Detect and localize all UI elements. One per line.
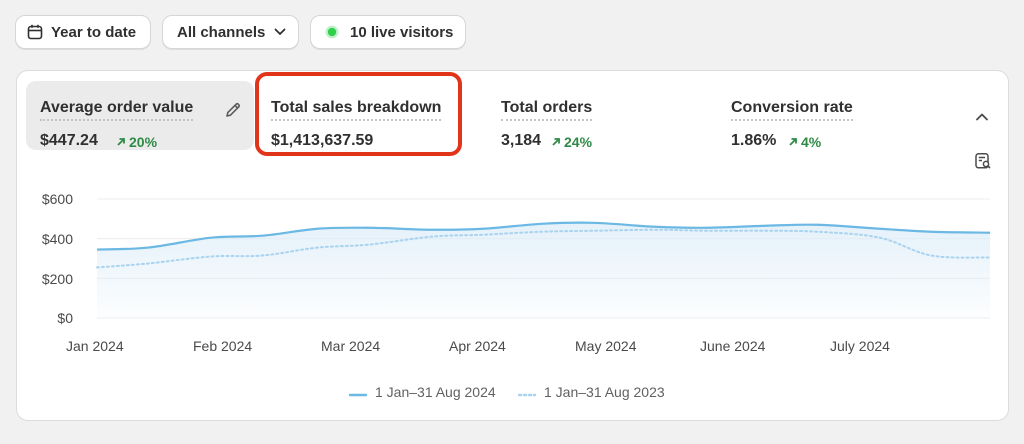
legend-label: 1 Jan–31 Aug 2024 (375, 384, 496, 400)
metric-value: 1.86% (731, 132, 777, 149)
highlight-box (255, 72, 462, 156)
x-tick-label: May 2024 (575, 338, 637, 354)
solid-line-swatch-icon (348, 384, 368, 400)
x-tick-label: Apr 2024 (449, 338, 506, 354)
date-range-label: Year to date (51, 23, 137, 41)
metric-value: $1,413,637.59 (271, 132, 374, 149)
y-tick-label: $0 (57, 310, 73, 326)
pencil-icon[interactable] (224, 101, 242, 124)
metric-value: 3,184 (501, 132, 542, 149)
y-tick-label: $600 (41, 191, 73, 207)
live-visitors-label: 10 live visitors (350, 23, 454, 41)
live-visitors-button[interactable]: 10 live visitors (310, 15, 466, 49)
channels-label: All channels (177, 23, 266, 41)
metric-trend-value: 24% (564, 134, 593, 150)
metric-trend-value: 20% (129, 134, 158, 150)
metric-trend-value: 4% (801, 134, 822, 150)
metric-total-sales-breakdown[interactable]: Total sales breakdown $1,413,637.59 (257, 81, 467, 150)
channels-dropdown[interactable]: All channels (162, 15, 299, 49)
metric-label: Conversion rate (731, 99, 853, 121)
x-tick-label: Feb 2024 (193, 338, 253, 354)
arrow-up-right-icon (788, 134, 798, 150)
calendar-icon (27, 24, 43, 40)
chevron-down-icon (274, 28, 286, 36)
analytics-card: Average order value $447.24 20% Total sa… (16, 70, 1009, 421)
chevron-up-icon[interactable] (975, 109, 989, 127)
arrow-up-right-icon (116, 134, 126, 150)
live-status-dot-icon (325, 25, 339, 39)
x-tick-label: Jan 2024 (66, 338, 124, 354)
chart-explore-icon[interactable] (974, 152, 992, 175)
metric-trend: 24% (551, 134, 592, 150)
metric-label: Total sales breakdown (271, 99, 442, 121)
x-tick-label: June 2024 (700, 338, 766, 354)
metric-label: Total orders (501, 99, 593, 121)
metric-value: $447.24 (40, 132, 98, 149)
y-tick-label: $400 (41, 231, 73, 247)
metric-trend: 4% (788, 134, 821, 150)
dotted-line-swatch-icon (517, 384, 537, 400)
legend-item-previous[interactable]: 1 Jan–31 Aug 2023 (517, 384, 665, 400)
metric-label: Average order value (40, 99, 194, 121)
metric-conversion-rate[interactable]: Conversion rate 1.86% 4% (717, 81, 927, 150)
metric-average-order-value[interactable]: Average order value $447.24 20% (26, 81, 254, 150)
metric-trend: 20% (116, 134, 157, 150)
date-range-button[interactable]: Year to date (15, 15, 151, 49)
x-tick-label: July 2024 (830, 338, 890, 354)
metric-total-orders[interactable]: Total orders 3,184 24% (487, 81, 697, 150)
legend-label: 1 Jan–31 Aug 2023 (544, 384, 665, 400)
x-tick-label: Mar 2024 (321, 338, 381, 354)
y-tick-label: $200 (41, 271, 73, 287)
legend-item-current[interactable]: 1 Jan–31 Aug 2024 (348, 384, 496, 400)
arrow-up-right-icon (551, 134, 561, 150)
